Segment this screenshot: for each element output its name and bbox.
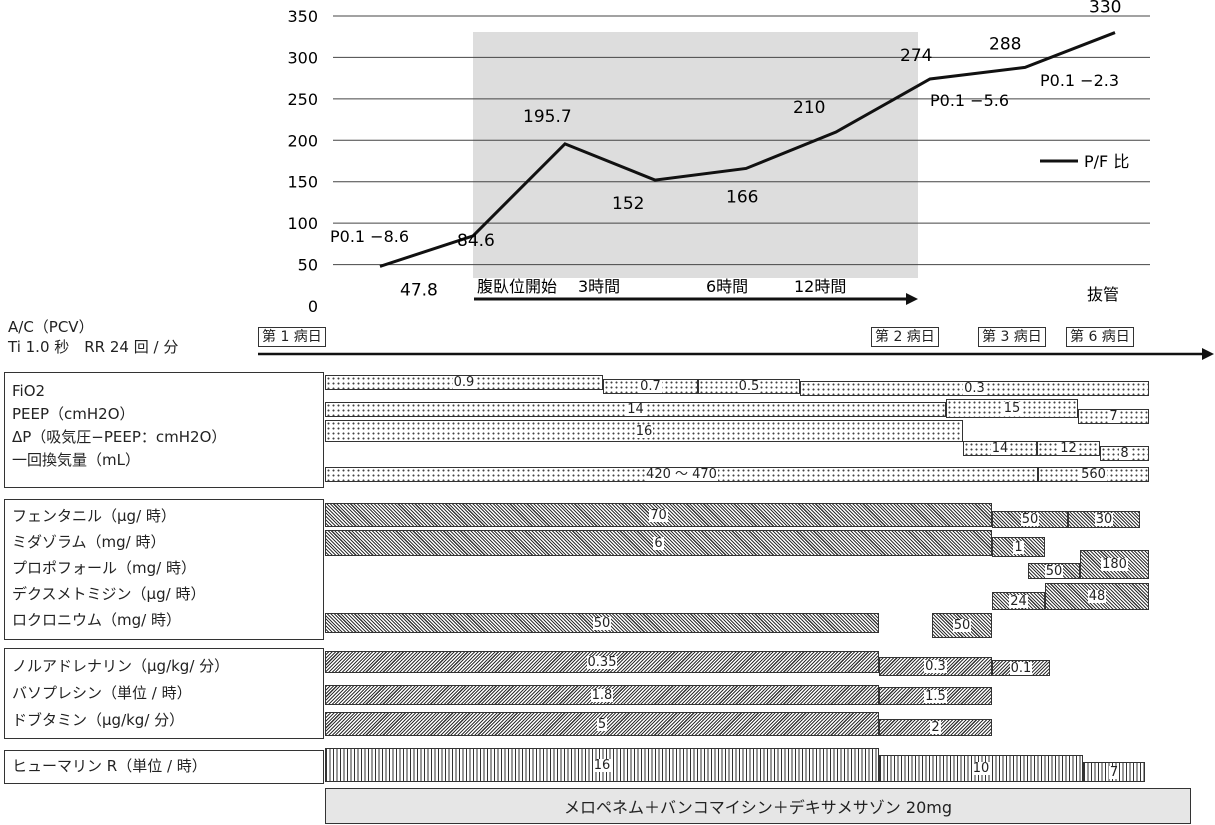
h3-label: 3時間	[578, 277, 620, 296]
fio2-bar-3: 0.5	[698, 379, 800, 394]
data-label: 195.7	[523, 107, 572, 127]
dp-label: ΔP（吸気圧−PEEP：cmH2O）	[12, 428, 227, 446]
data-label: 84.6	[457, 231, 495, 251]
dex-bar-1: 24	[992, 592, 1045, 610]
propofol-bar-2: 180	[1080, 550, 1149, 579]
dobutamine-bar-1: 5	[325, 712, 879, 736]
sedation-label-box	[4, 499, 324, 640]
data-label: 47.8	[400, 280, 438, 300]
vaso-label-box	[4, 648, 324, 739]
vasopressin-label: バソプレシン（単位 / 時）	[12, 684, 192, 702]
y-tick-label: 100	[287, 214, 318, 233]
fentanyl-bar-1: 70	[325, 503, 992, 527]
data-label: 210	[793, 98, 825, 118]
y-tick-label: 150	[287, 173, 318, 192]
antibiotics-bar: メロペネム＋バンコマイシン＋デキサメサゾン 20mg	[325, 788, 1191, 824]
dp-bar-3: 12	[1037, 441, 1100, 456]
data-label: 166	[726, 187, 758, 207]
rocuronium-label: ロクロニウム（mg/ 時）	[12, 611, 181, 629]
fentanyl-bar-2: 50	[992, 511, 1068, 528]
y-tick-label: 350	[287, 7, 318, 26]
peep-bar-1: 14	[325, 402, 946, 417]
noradrenaline-bar-2: 0.3	[879, 657, 992, 676]
midazolam-bar-1: 6	[325, 530, 992, 556]
pf-ratio-chart: 0 50 100 150 200 250 300 350 47.8 84.6 195.7 152 16…	[258, 0, 1214, 360]
y-tick-label: 250	[287, 90, 318, 109]
y-tick-label: 300	[287, 48, 318, 67]
y-tick-label: 0	[308, 297, 318, 316]
fio2-label: FiO2	[12, 382, 46, 400]
y-tick-label: 50	[298, 256, 318, 275]
fio2-bar-1: 0.9	[325, 375, 603, 390]
extubation-label: 抜管	[1087, 285, 1119, 304]
gridlines	[333, 15, 1150, 266]
peep-label: PEEP（cmH2O）	[12, 405, 135, 423]
day-2-box: 第 2 病日	[871, 327, 939, 347]
dobutamine-bar-2: 2	[879, 719, 992, 736]
insulin-bar-1: 16	[325, 748, 879, 782]
vt-label: 一回換気量（mL）	[12, 451, 140, 469]
data-labels: 47.8 84.6 195.7 152 166 210 274 288 330	[400, 0, 1121, 300]
legend-label: P/F 比	[1084, 152, 1129, 171]
vasopressin-bar-1: 1.8	[325, 685, 879, 705]
dp-bar-2: 14	[963, 441, 1037, 456]
insulin-label: ヒューマリン R（単位 / 時）	[12, 757, 207, 775]
day-3-box: 第 3 病日	[978, 327, 1046, 347]
insulin-bar-2: 10	[879, 755, 1083, 782]
pf-ratio-line	[379, 31, 1116, 268]
vt-bar-1: 420 〜 470	[325, 467, 1038, 482]
noradrenaline-label: ノルアドレナリン（μg/kg/ 分）	[12, 657, 230, 675]
h12-label: 12時間	[794, 277, 846, 296]
noradrenaline-bar-1: 0.35	[325, 651, 879, 673]
h6-label: 6時間	[706, 277, 748, 296]
day-arrow-head	[1202, 348, 1214, 360]
fio2-bar-2: 0.7	[603, 379, 698, 394]
rocuronium-bar-1: 50	[325, 613, 879, 633]
propofol-label: プロポフォール（mg/ 時）	[12, 559, 196, 577]
data-label: 330	[1089, 0, 1121, 18]
prone-period-shade	[473, 32, 918, 278]
insulin-label-box	[4, 750, 324, 784]
data-label: 152	[612, 194, 644, 214]
vasopressin-bar-2: 1.5	[879, 687, 992, 705]
dobutamine-label: ドブタミン（μg/kg/ 分）	[12, 711, 185, 729]
prone-arrow-head	[906, 293, 918, 305]
peep-bar-2: 15	[946, 399, 1078, 418]
dp-bar-4: 8	[1100, 446, 1149, 461]
data-label: 288	[989, 34, 1021, 54]
y-tick-label: 200	[287, 131, 318, 150]
fentanyl-bar-3: 30	[1068, 511, 1140, 528]
prone-start-label: 腹臥位開始	[477, 277, 557, 296]
y-axis-ticks: 0 50 100 150 200 250 300 350	[287, 7, 318, 316]
vt-bar-2: 560	[1038, 467, 1149, 482]
midazolam-bar-2: 1	[992, 537, 1045, 557]
noradrenaline-bar-3: 0.1	[992, 660, 1050, 676]
fentanyl-label: フェンタニル（μg/ 時）	[12, 507, 176, 525]
data-label: 274	[900, 46, 932, 66]
p01-annotation-2: P0.1 −5.6	[930, 91, 1009, 110]
rocuronium-bar-2: 50	[932, 613, 992, 638]
dex-label: デクスメトミジン（μg/ 時）	[12, 585, 206, 603]
midazolam-label: ミダゾラム（mg/ 時）	[12, 533, 166, 551]
dex-bar-2: 48	[1045, 583, 1149, 610]
p01-annotation-1: P0.1 −8.6	[330, 227, 409, 246]
insulin-bar-3: 7	[1083, 762, 1145, 782]
day-6-box: 第 6 病日	[1066, 327, 1134, 347]
peep-bar-3: 7	[1078, 409, 1149, 424]
vent-settings-label: Ti 1.0 秒 RR 24 回 / 分	[8, 338, 179, 356]
vent-mode-label: A/C（PCV）	[8, 318, 94, 336]
fio2-bar-4: 0.3	[800, 381, 1149, 396]
p01-annotation-3: P0.1 −2.3	[1040, 71, 1119, 90]
vent-params-label-box	[4, 372, 324, 488]
day-1-box: 第 1 病日	[258, 327, 326, 347]
dp-bar-1: 16	[325, 420, 963, 442]
propofol-bar-1: 50	[1028, 563, 1080, 579]
